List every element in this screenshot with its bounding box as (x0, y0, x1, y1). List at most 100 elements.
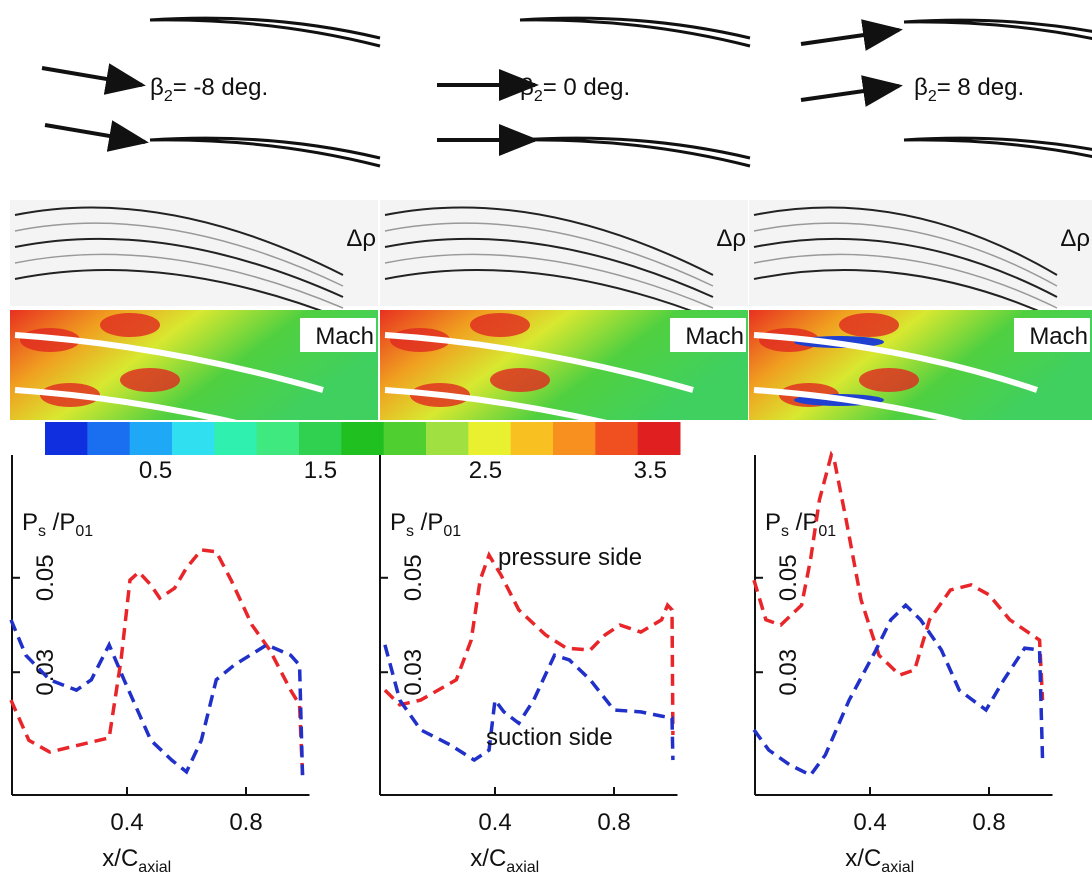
density-label: Δρ (346, 225, 376, 252)
blade (519, 136, 751, 168)
colorbar-cell (383, 422, 427, 455)
blade (149, 136, 381, 168)
x-label-subscript: axial (506, 859, 539, 876)
colorbar-tick-label: 1.5 (304, 457, 337, 484)
beta-subscript: 2 (534, 88, 543, 105)
colorbar-cell (214, 422, 258, 455)
colorbar-cell (426, 422, 469, 455)
y-label-subscript: s (781, 523, 789, 540)
panel-diagram: β2= 0 deg. Δρ Mach (380, 16, 751, 448)
colorbar-cell (553, 422, 596, 455)
density-field (749, 200, 1092, 306)
colorbar-tick-label: 3.5 (634, 457, 667, 484)
x-tick-label: 0.8 (597, 809, 630, 836)
colorbar-cell (129, 422, 173, 455)
y-label-subscript: s (406, 523, 414, 540)
colorbar-cell (299, 422, 342, 455)
series-label: suction side (486, 724, 613, 751)
x-axis-label: x/Caxial (470, 845, 539, 876)
data-line (9, 619, 305, 776)
colorbar-cell (256, 422, 300, 455)
x-label-part: x/C (102, 845, 138, 872)
colorbar-cell (595, 422, 639, 455)
data-line (752, 450, 1045, 701)
mach-label-box (1014, 318, 1090, 352)
y-tick-label: 0.03 (775, 649, 802, 696)
density-contour (753, 222, 1058, 287)
flow-arrow (800, 19, 903, 51)
density-contour (14, 222, 344, 287)
density-contour (384, 237, 714, 298)
density-contour (753, 269, 1058, 320)
y-axis-label: Ps /P01 (22, 509, 93, 540)
density-label: Δρ (716, 225, 746, 252)
beta-label: β2= 0 deg. (520, 74, 630, 105)
y-label-part: /P (414, 509, 443, 536)
y-label-part: /P (46, 509, 75, 536)
colorbar-cell (172, 422, 215, 455)
y-tick-label: 0.03 (400, 649, 427, 696)
y-axis-label: Ps /P01 (765, 509, 836, 540)
blade (149, 16, 381, 48)
data-line (752, 602, 1045, 778)
x-tick-label: 0.8 (972, 809, 1005, 836)
density-field (10, 200, 378, 306)
density-contour (14, 269, 344, 320)
mach-blob (859, 368, 919, 392)
mach-label-box (300, 318, 376, 352)
x-axis-label: x/Caxial (102, 845, 171, 876)
x-label-subscript: axial (138, 859, 171, 876)
density-contour (753, 206, 1058, 276)
colorbar-tick-label: 2.5 (469, 457, 502, 484)
x-tick-label: 0.4 (853, 809, 886, 836)
density-label: Δρ (1060, 225, 1090, 252)
blade-section (753, 387, 1038, 448)
density-contour (14, 253, 344, 309)
beta-value: = 0 deg. (543, 74, 630, 101)
x-tick-label: 0.4 (478, 809, 511, 836)
blade-section (753, 332, 1038, 393)
mach-blob (490, 368, 550, 392)
beta-label: β2= 8 deg. (914, 74, 1024, 105)
flow-arrow (800, 75, 903, 107)
beta-subscript: 2 (928, 88, 937, 105)
x-tick-label: 0.4 (110, 809, 143, 836)
density-field (380, 200, 748, 306)
blade (519, 16, 751, 48)
blade (903, 136, 1092, 159)
mach-label: Mach (685, 323, 744, 350)
density-contour (14, 237, 344, 298)
colorbar-cell (637, 422, 681, 455)
density-contour (384, 269, 714, 320)
beta-value: = -8 deg. (173, 74, 268, 101)
panel-diagram: β2= 8 deg. Δρ Mach (749, 18, 1092, 448)
y-label-subscript: 01 (75, 523, 93, 540)
panel-diagram: β2= -8 deg. Δρ Mach (10, 16, 381, 448)
data-line (383, 551, 675, 736)
data-line (383, 644, 675, 763)
blade (903, 18, 1092, 41)
colorbar-cell (468, 422, 512, 455)
beta-symbol: β (150, 74, 164, 101)
y-tick-label: 0.05 (400, 554, 427, 601)
density-contour (384, 206, 714, 276)
density-contour (753, 253, 1058, 309)
y-label-subscript: 01 (818, 523, 836, 540)
y-label-part: P (765, 509, 781, 536)
y-tick-label: 0.05 (32, 554, 59, 601)
colorbar-tick-label: 0.5 (139, 457, 172, 484)
blade-section (14, 332, 324, 393)
y-label-part: P (390, 509, 406, 536)
colorbar-cell (45, 422, 88, 455)
mach-blob (100, 313, 160, 337)
mach-blob (839, 313, 899, 337)
mach-blob (470, 313, 530, 337)
y-label-subscript: s (38, 523, 46, 540)
mach-label: Mach (315, 323, 374, 350)
y-label-subscript: 01 (443, 523, 461, 540)
line-chart: 0.4 0.8 0.03 0.05 Ps /P01 x/Caxial pressure si… (379, 455, 678, 876)
density-contour (384, 253, 714, 309)
x-label-part: x/C (470, 845, 506, 872)
